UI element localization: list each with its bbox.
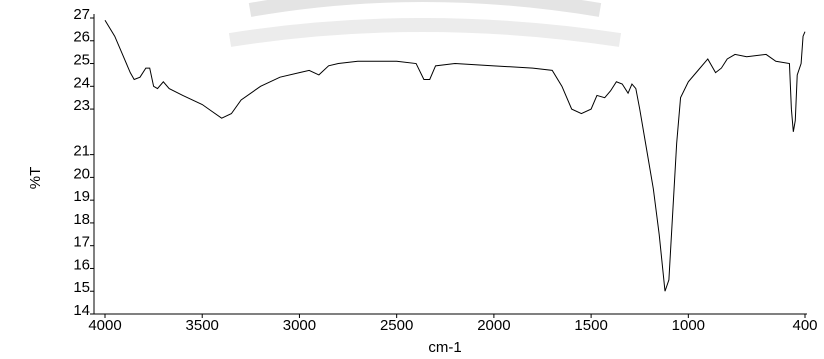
y-tick-label: 27 xyxy=(73,6,90,23)
y-tick-label: 15 xyxy=(73,279,90,296)
spectrum-line xyxy=(104,20,806,292)
watermark-arc xyxy=(228,18,622,47)
y-tick-label: 18 xyxy=(73,211,90,228)
y-tick-label: 25 xyxy=(73,52,90,69)
y-tick-label: 24 xyxy=(73,74,90,91)
x-tick-label: 1000 xyxy=(672,317,705,334)
y-axis-label: %T xyxy=(27,167,44,190)
x-tick-label: 3000 xyxy=(283,317,316,334)
y-tick-label: 17 xyxy=(73,234,90,251)
x-tick-label: 3500 xyxy=(186,317,219,334)
y-tick-label: 16 xyxy=(73,256,90,273)
x-tick-label: 2500 xyxy=(380,317,413,334)
y-tick-label: 20 xyxy=(73,165,90,182)
y-tick-label: 21 xyxy=(73,143,90,160)
x-tick-label: 400 xyxy=(792,317,817,334)
watermark xyxy=(228,0,622,47)
x-axis-label: cm-1 xyxy=(428,339,461,356)
y-tick-label: 26 xyxy=(73,29,90,46)
x-tick-label: 2000 xyxy=(477,317,510,334)
y-tick-label: 23 xyxy=(73,97,90,114)
x-tick-label: 1500 xyxy=(574,317,607,334)
y-tick-label: 19 xyxy=(73,188,90,205)
watermark-arc xyxy=(248,0,602,17)
x-tick-label: 4000 xyxy=(88,317,121,334)
y-tick-label: 14 xyxy=(73,302,90,319)
